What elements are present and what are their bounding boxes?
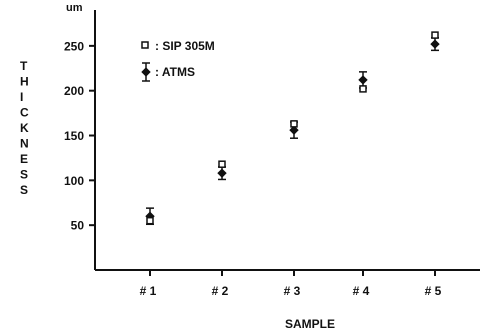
y-axis-title-letter: C [20,106,29,120]
y-tick-label: 50 [71,219,85,233]
y-tick-label: 250 [64,39,84,53]
legend-marker-sip [141,41,149,49]
legend-label-atms: : ATMS [155,65,195,79]
y-axis-title-letter: H [20,75,29,89]
y-axis-title-letter: T [20,59,28,73]
x-tick-label: # 4 [353,284,370,298]
sip-point [359,85,367,93]
atms-point [358,75,368,85]
x-ticks: # 1 # 2 # 3 # 4 # 5 [140,270,442,298]
y-axis-title-letter: E [20,152,28,166]
x-tick-label: # 1 [140,284,157,298]
y-tick-label: 100 [64,174,84,188]
y-tick-label: 200 [64,84,84,98]
y-unit-label: um [66,2,83,14]
x-tick-label: # 5 [425,284,442,298]
y-ticks: 50 100 150 200 250 [64,39,95,233]
sip-point [290,120,298,128]
y-tick-label: 150 [64,129,84,143]
y-axis-title-letter: S [20,168,28,182]
atms-point [217,168,227,178]
legend-marker-atms [141,67,151,77]
axes [94,10,480,271]
legend-label-sip: : SIP 305M [155,39,215,53]
atms-point [430,39,440,49]
y-axis-title-letter: K [20,121,29,135]
y-axis-title-letter: S [20,183,28,197]
data-marks [145,31,440,226]
sip-point [431,31,439,39]
sip-point [146,216,154,225]
sip-point [218,160,226,168]
y-axis-title-letter: N [20,137,29,151]
y-axis-title-letter: I [20,90,23,104]
atms-point [289,125,299,135]
x-axis-title: SAMPLE [285,317,335,331]
x-tick-label: # 2 [212,284,229,298]
legend: : SIP 305M : ATMS [141,39,215,82]
x-tick-label: # 3 [284,284,301,298]
